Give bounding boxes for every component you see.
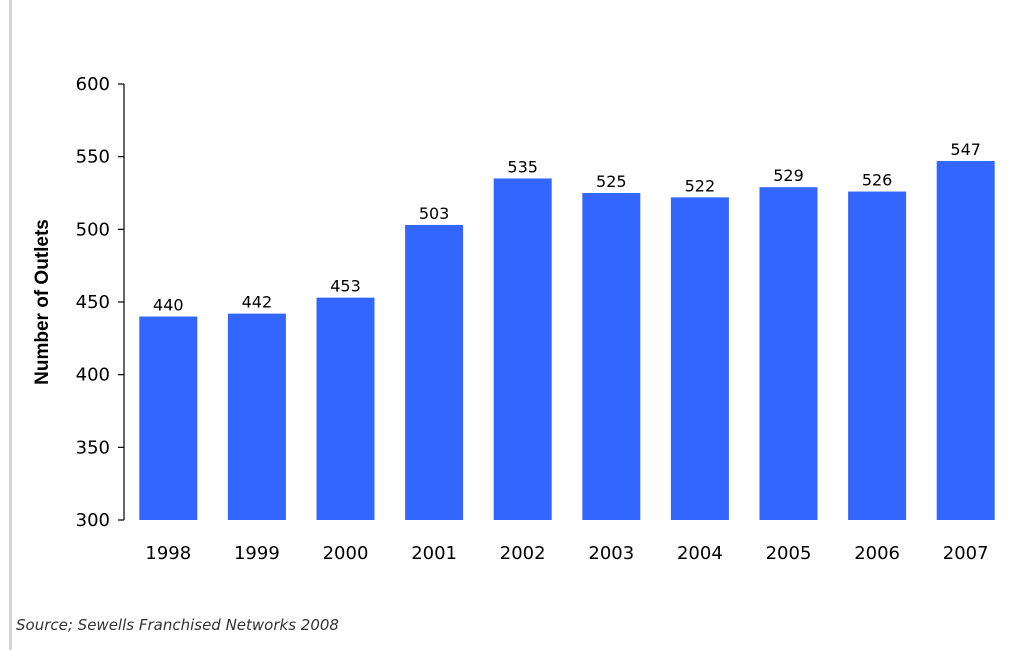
bar-2001 [405,224,464,520]
source-note: Source; Sewells Franchised Networks 2008 [16,616,339,634]
data-label-1998: 440 [153,296,184,315]
y-tick-label-600: 600 [76,74,110,95]
bar-chart: Number of Outlets 440 442 453 503 535 525 522 5… [32,74,995,564]
data-labels-group: 440 442 453 503 535 525 522 529 526 547 [153,140,981,315]
bar-2002 [493,178,552,520]
x-tick-label-2006: 2006 [854,543,900,564]
data-label-2006: 526 [862,171,893,190]
x-tick-label-1999: 1999 [234,543,280,564]
left-border-rule [9,0,12,650]
data-label-2007: 547 [950,140,981,159]
x-tick-label-2007: 2007 [943,543,989,564]
x-tick-label-2003: 2003 [588,543,634,564]
data-label-2003: 525 [596,172,627,191]
data-label-2000: 453 [330,277,361,296]
bar-2006 [848,191,907,520]
x-tick-label-2001: 2001 [411,543,457,564]
x-tick-label-2000: 2000 [323,543,369,564]
data-label-2001: 503 [419,204,450,223]
y-tick-label-450: 450 [76,292,110,313]
data-label-2004: 522 [685,176,716,195]
y-axis-title: Number of Outlets [32,219,53,385]
data-label-2002: 535 [507,157,538,176]
bar-2005 [759,187,818,521]
bar-1999 [227,313,286,520]
y-tick-label-550: 550 [76,147,110,168]
x-axis-labels: 1998 1999 2000 2001 2002 2003 2004 2005 2006 2007 [145,543,988,564]
bar-1998 [139,316,198,520]
bar-2004 [670,197,729,521]
y-tick-label-300: 300 [76,510,110,531]
bar-2007 [936,161,995,520]
bar-2000 [316,297,375,520]
x-tick-label-2002: 2002 [500,543,546,564]
y-tick-label-500: 500 [76,219,110,240]
y-axis: 300 350 400 450 500 550 600 [76,74,125,531]
bar-2003 [582,193,641,520]
x-tick-label-1998: 1998 [145,543,191,564]
x-tick-label-2004: 2004 [677,543,723,564]
y-tick-label-400: 400 [76,365,110,386]
y-tick-label-350: 350 [76,437,110,458]
bars-group [139,161,995,521]
y-axis-title-group: Number of Outlets [32,219,53,385]
data-label-1999: 442 [242,293,273,312]
data-label-2005: 529 [773,166,804,185]
x-tick-label-2005: 2005 [766,543,812,564]
